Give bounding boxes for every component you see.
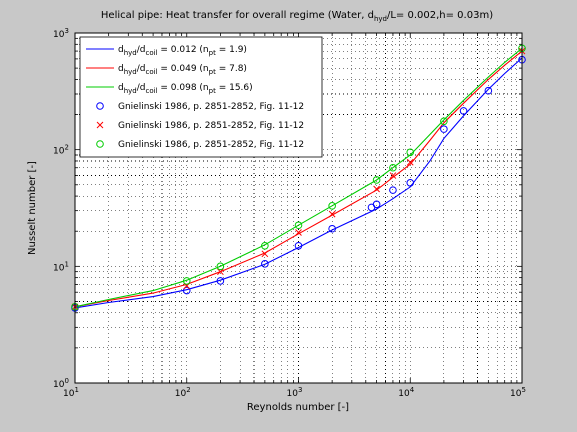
data-point-circle [406,148,415,157]
legend-label: Gnielinski 1986, p. 2851-2852, Fig. 11-1… [118,102,304,112]
data-point-x-stroke [389,172,397,179]
grid-lines [75,33,522,383]
y-tick-label: 101 [53,260,69,273]
chart-title: Helical pipe: Heat transfer for overall … [101,10,493,23]
series-line [74,47,523,308]
data-point-x [373,185,380,193]
y-tick-label: 102 [53,144,69,157]
series-line [74,50,523,308]
legend-marker-swatch [96,102,104,110]
data-point-circle [328,202,336,210]
legend-label: Gnielinski 1986, p. 2851-2852, Fig. 11-1… [118,121,304,131]
data-point-x-stroke [217,268,224,276]
data-point-circle [389,163,397,172]
data-point-circle [294,241,303,250]
data-point-x [328,210,336,218]
legend-label: dhyd/dcoil = 0.098 (npt = 15.6) [118,83,253,95]
x-tick-label: 102 [175,386,191,399]
legend-marker-swatch [96,140,104,148]
data-point-circle [440,125,448,133]
legend-box [79,36,323,158]
data-point-x-stroke [406,158,414,166]
series-markers [71,44,526,312]
data-point-x-stroke [328,210,336,218]
data-point-circle [440,117,448,126]
legend: dhyd/dcoil = 0.012 (npt = 1.9) dhyd/dcoil… [79,36,323,158]
data-point-circle [216,262,225,271]
x-tick-label: 103 [287,386,303,399]
data-point-circle [484,86,493,95]
x-axis-label: Reynolds number [-] [247,402,349,413]
data-point-circle [389,186,397,194]
y-tick-label: 103 [53,27,69,40]
data-point-circle [261,241,269,250]
data-point-x [295,229,302,236]
x-tick-label: 104 [398,386,414,399]
data-point-circle [294,221,303,230]
data-point-x-stroke [261,250,269,258]
data-point-circle [261,260,269,268]
y-axis-label: Nusselt number [-] [27,161,38,255]
data-point-circle [216,277,225,285]
data-point-x [261,250,269,258]
data-point-x [217,268,224,276]
legend-label: Gnielinski 1986, p. 2851-2852, Fig. 11-1… [118,140,304,150]
data-point-x [389,172,397,179]
legend-marker-swatch [96,121,104,129]
data-point-circle [459,107,468,115]
series-lines [74,47,523,309]
series-line [74,57,523,309]
data-point-x-stroke [373,185,380,193]
x-tick-label: 105 [510,386,526,399]
data-point-circle [372,176,381,184]
data-point-circle [372,200,381,209]
legend-label: dhyd/dcoil = 0.049 (npt = 7.8) [118,64,247,76]
data-point-circle [328,224,336,233]
data-point-circle [406,178,415,187]
plot-frame [74,32,523,384]
y-tick-label: 100 [53,377,69,390]
data-point-x [406,158,414,166]
legend-label: dhyd/dcoil = 0.012 (npt = 1.9) [118,45,247,57]
data-point-circle [182,277,191,285]
data-point-x-stroke [295,229,302,236]
data-point-circle [182,286,191,295]
x-tick-label: 101 [63,386,79,399]
